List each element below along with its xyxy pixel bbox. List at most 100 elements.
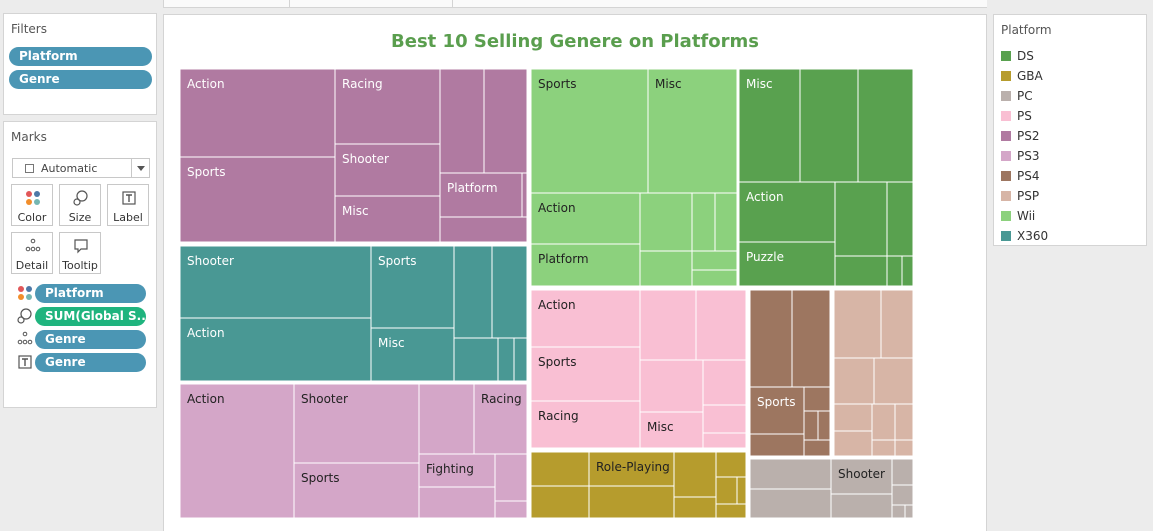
treemap-tile-gba[interactable] [716, 477, 737, 504]
treemap-tile-gba[interactable] [716, 452, 746, 477]
detail-button[interactable]: Detail [11, 232, 53, 274]
tooltip-button[interactable]: Tooltip [59, 232, 101, 274]
treemap-tile-ds[interactable] [858, 69, 913, 182]
mark-type-dropdown[interactable]: Automatic [12, 158, 150, 178]
treemap-tile-psp[interactable] [872, 440, 895, 456]
treemap-tile-pc[interactable] [892, 485, 913, 505]
treemap-tile-ps2[interactable] [440, 69, 484, 173]
treemap-tile-wii[interactable] [640, 251, 692, 286]
treemap-tile-psp[interactable] [834, 404, 872, 431]
shelf-pill-platform[interactable]: Platform [35, 284, 146, 303]
treemap-tile-ps4[interactable] [804, 387, 830, 411]
treemap-tile-wii[interactable] [715, 193, 737, 251]
treemap-tile-ps[interactable] [640, 360, 703, 412]
color-button[interactable]: Color [11, 184, 53, 226]
treemap-tile-ps[interactable]: Racing [531, 401, 640, 448]
treemap-tile-x360[interactable] [492, 246, 527, 338]
treemap-tile-ps2[interactable]: Action [180, 69, 335, 157]
treemap-tile-x360[interactable]: Sports [371, 246, 454, 328]
filter-pill-genre[interactable]: Genre [9, 70, 152, 89]
treemap-tile-gba[interactable] [531, 486, 589, 518]
treemap-tile-psp[interactable] [881, 290, 913, 358]
treemap-tile-ds[interactable] [902, 256, 913, 286]
treemap-tile-pc[interactable] [905, 505, 913, 518]
treemap-tile-ps4[interactable] [804, 440, 830, 456]
treemap-tile-ps[interactable] [696, 290, 746, 360]
treemap-tile-x360[interactable]: Action [180, 318, 371, 381]
treemap-tile-ps2[interactable] [440, 217, 527, 242]
treemap-tile-gba[interactable] [531, 452, 589, 486]
treemap-tile-ps3[interactable]: Fighting [419, 454, 495, 487]
treemap-tile-ps4[interactable] [818, 411, 830, 440]
treemap-tile-x360[interactable] [454, 338, 498, 381]
treemap-tile-pc[interactable] [831, 494, 892, 518]
treemap-tile-wii[interactable]: Sports [531, 69, 648, 193]
treemap-tile-ps4[interactable]: Sports [750, 387, 804, 434]
treemap-tile-ps[interactable] [703, 433, 746, 448]
treemap-tile-ds[interactable] [835, 182, 887, 256]
treemap-tile-ps4[interactable] [804, 411, 818, 440]
treemap-tile-x360[interactable]: Misc [371, 328, 454, 381]
treemap-tile-wii[interactable]: Platform [531, 244, 640, 286]
filter-pill-platform[interactable]: Platform [9, 47, 152, 66]
treemap-tile-x360[interactable] [454, 246, 492, 338]
treemap-tile-pc[interactable] [750, 459, 831, 489]
treemap-tile-ps2[interactable]: Racing [335, 69, 440, 144]
treemap-tile-ds[interactable]: Misc [739, 69, 800, 182]
shelf-pill-genre-label[interactable]: Genre [35, 353, 146, 372]
treemap-tile-gba[interactable]: Role-Playing [589, 452, 674, 486]
treemap-tile-gba[interactable] [737, 477, 746, 504]
shelf-pill-genre-detail[interactable]: Genre [35, 330, 146, 349]
treemap-tile-ps3[interactable]: Shooter [294, 384, 419, 463]
treemap-tile-ps2[interactable]: Platform [440, 173, 522, 217]
treemap-tile-ps[interactable]: Misc [640, 412, 703, 448]
treemap-tile-psp[interactable] [834, 358, 874, 404]
treemap-tile-ps[interactable] [703, 360, 746, 405]
treemap-tile-gba[interactable] [589, 486, 674, 518]
treemap-tile-ds[interactable] [887, 256, 902, 286]
treemap-tile-gba[interactable] [716, 504, 746, 518]
treemap-tile-ps3[interactable] [495, 501, 527, 518]
treemap-tile-ps3[interactable] [419, 384, 474, 454]
treemap-tile-ds[interactable]: Puzzle [739, 242, 835, 286]
shelf-pill-global-sales[interactable]: SUM(Global S.. [35, 307, 146, 326]
treemap-tile-psp[interactable] [874, 358, 913, 404]
treemap-tile-ps4[interactable] [750, 290, 792, 387]
treemap-tile-pc[interactable] [892, 459, 913, 485]
treemap-tile-x360[interactable] [514, 338, 527, 381]
treemap-tile-psp[interactable] [895, 440, 913, 456]
treemap-tile-psp[interactable] [895, 404, 913, 440]
treemap-tile-ps[interactable]: Sports [531, 347, 640, 401]
treemap-tile-wii[interactable] [692, 251, 737, 270]
treemap-tile-ps2[interactable]: Sports [180, 157, 335, 242]
treemap-tile-psp[interactable] [834, 290, 881, 358]
treemap-tile-ps3[interactable]: Racing [474, 384, 527, 454]
treemap-tile-ps[interactable] [640, 290, 696, 360]
treemap-tile-ps[interactable] [703, 405, 746, 433]
treemap-tile-psp[interactable] [834, 431, 872, 456]
treemap-tile-wii[interactable] [640, 193, 692, 251]
treemap-tile-ps2[interactable] [484, 69, 527, 173]
size-button[interactable]: Size [59, 184, 101, 226]
treemap-tile-wii[interactable] [692, 270, 737, 286]
treemap-tile-pc[interactable] [750, 489, 831, 518]
chevron-down-icon[interactable] [131, 159, 149, 177]
treemap-tile-ps2[interactable]: Misc [335, 196, 440, 242]
treemap-tile-wii[interactable]: Action [531, 193, 640, 244]
treemap-tile-ps2[interactable]: Shooter [335, 144, 440, 196]
treemap-tile-ps4[interactable] [750, 434, 804, 456]
treemap-tile-gba[interactable] [674, 497, 716, 518]
treemap-tile-ps3[interactable] [495, 454, 527, 501]
treemap-tile-pc[interactable]: Shooter [831, 459, 892, 494]
treemap-tile-ps[interactable]: Action [531, 290, 640, 347]
treemap-tile-ds[interactable] [887, 182, 913, 256]
treemap-tile-wii[interactable]: Misc [648, 69, 737, 193]
treemap-tile-wii[interactable] [692, 193, 715, 251]
treemap-tile-psp[interactable] [872, 404, 895, 440]
treemap-tile-x360[interactable]: Shooter [180, 246, 371, 318]
treemap-tile-ps3[interactable]: Action [180, 384, 294, 518]
treemap-tile-ps3[interactable] [419, 487, 495, 518]
treemap-tile-pc[interactable] [892, 505, 905, 518]
treemap-tile-ps2[interactable] [522, 173, 527, 217]
treemap-tile-x360[interactable] [498, 338, 514, 381]
